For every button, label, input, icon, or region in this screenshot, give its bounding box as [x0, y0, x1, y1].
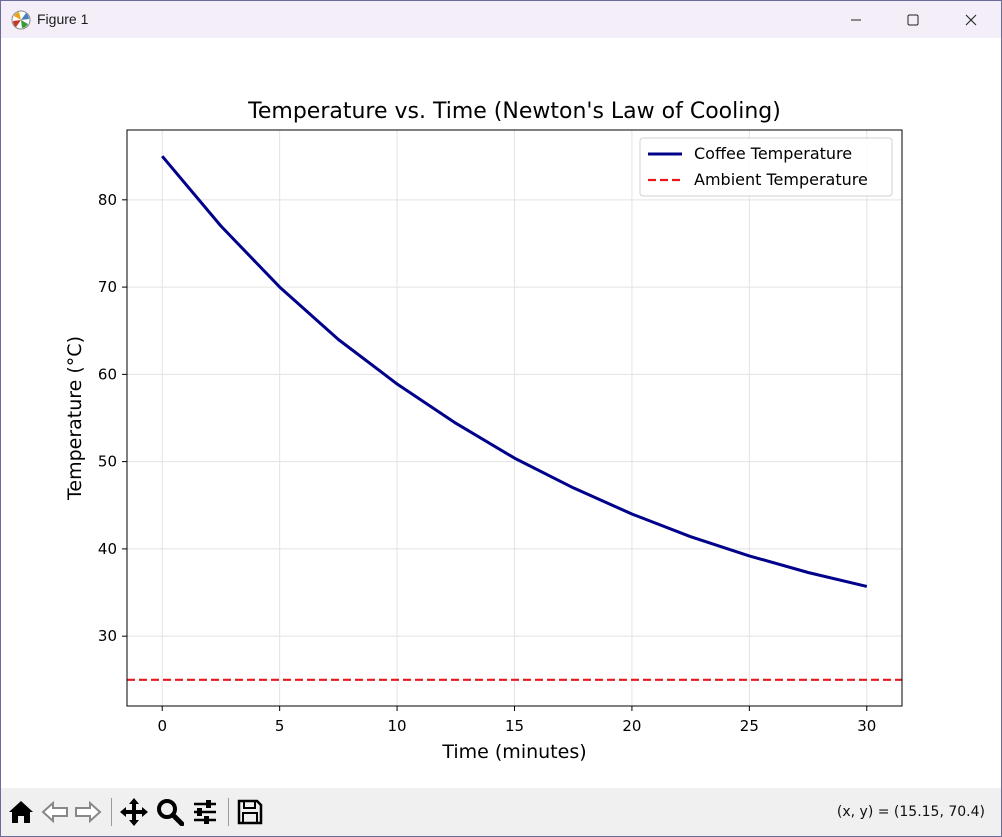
home-icon: [9, 801, 33, 823]
x-axis-label: Time (minutes): [441, 741, 586, 763]
home-button[interactable]: [5, 796, 37, 828]
x-tick-label: 5: [275, 717, 285, 735]
legend: Coffee Temperature Ambient Temperature: [639, 137, 893, 197]
y-tick-label: 80: [98, 191, 117, 209]
toolbar-separator: [111, 798, 112, 826]
close-icon: [965, 14, 977, 25]
window-title: Figure 1: [37, 11, 89, 27]
matplotlib-app-icon: [11, 10, 31, 30]
navigation-toolbar: (x, y) = (15.15, 70.4): [1, 788, 1001, 836]
grid: [127, 130, 902, 706]
save-button[interactable]: [234, 796, 266, 828]
close-button[interactable]: [942, 1, 1000, 38]
legend-box: [639, 137, 893, 197]
y-tick-label: 30: [98, 627, 117, 645]
toolbar-separator: [228, 798, 229, 826]
legend-label: Ambient Temperature: [694, 170, 868, 189]
zoom-icon: [157, 799, 184, 826]
y-axis-label: Temperature (°C): [64, 336, 86, 501]
y-tick-label: 70: [98, 278, 117, 296]
cursor-coordinates: (x, y) = (15.15, 70.4): [836, 804, 985, 820]
minimize-icon: [851, 19, 861, 20]
forward-button[interactable]: [72, 796, 104, 828]
configure-subplots-icon: [194, 800, 216, 824]
chart-title: Temperature vs. Time (Newton's Law of Co…: [247, 99, 781, 124]
configure-subplots-button[interactable]: [189, 796, 221, 828]
minimize-button[interactable]: [827, 1, 885, 38]
legend-label: Coffee Temperature: [694, 144, 852, 163]
maximize-icon: [907, 14, 919, 25]
title-bar: Figure 1: [1, 1, 1001, 38]
series-line-1: [161, 155, 868, 588]
x-tick-label: 30: [857, 717, 876, 735]
series-layer: [127, 155, 902, 681]
y-tick-label: 40: [98, 540, 117, 558]
x-tick-label: 25: [740, 717, 759, 735]
x-tick-label: 15: [505, 717, 524, 735]
ticks: 0 5 10 15 20 25 30 30 40 50 60 70 80: [98, 191, 876, 735]
x-tick-label: 10: [388, 717, 407, 735]
save-icon: [237, 799, 263, 825]
back-button[interactable]: [39, 796, 71, 828]
figure-canvas[interactable]: 0 5 10 15 20 25 30 30 40 50 60 70 80 Temperature vs.…: [1, 38, 1001, 788]
forward-icon: [75, 800, 102, 824]
pan-icon: [120, 798, 148, 826]
x-tick-label: 0: [157, 717, 167, 735]
chart-svg[interactable]: 0 5 10 15 20 25 30 30 40 50 60 70 80 Temperature vs.…: [1, 38, 1001, 788]
maximize-button[interactable]: [884, 1, 942, 38]
y-tick-label: 60: [98, 365, 117, 383]
zoom-button[interactable]: [154, 796, 186, 828]
pan-button[interactable]: [118, 796, 150, 828]
x-tick-label: 20: [622, 717, 641, 735]
y-tick-label: 50: [98, 453, 117, 471]
back-icon: [41, 800, 68, 824]
